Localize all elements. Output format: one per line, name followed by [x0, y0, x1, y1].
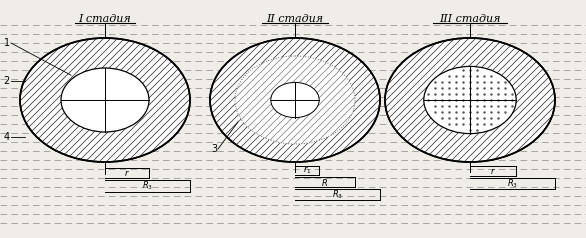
- Text: 1: 1: [4, 38, 10, 48]
- Text: $r$: $r$: [124, 168, 130, 178]
- Text: 2: 2: [4, 76, 10, 86]
- Text: $R_3$: $R_3$: [332, 188, 343, 201]
- Text: II стадия: II стадия: [267, 14, 323, 24]
- Text: 3: 3: [211, 144, 217, 154]
- Ellipse shape: [20, 38, 190, 162]
- Ellipse shape: [385, 38, 555, 162]
- Ellipse shape: [210, 38, 380, 162]
- Text: I стадия: I стадия: [79, 14, 131, 24]
- Text: $r_1$: $r_1$: [303, 165, 311, 176]
- Ellipse shape: [271, 82, 319, 118]
- Text: $R$: $R$: [322, 177, 329, 188]
- Text: III стадия: III стадия: [440, 14, 501, 24]
- Ellipse shape: [424, 66, 516, 134]
- Text: $R_3$: $R_3$: [142, 180, 153, 192]
- Text: $R_3$: $R_3$: [507, 177, 518, 190]
- Ellipse shape: [235, 56, 355, 144]
- Text: $r$: $r$: [490, 166, 496, 176]
- Ellipse shape: [61, 68, 149, 132]
- Text: 4: 4: [4, 132, 10, 142]
